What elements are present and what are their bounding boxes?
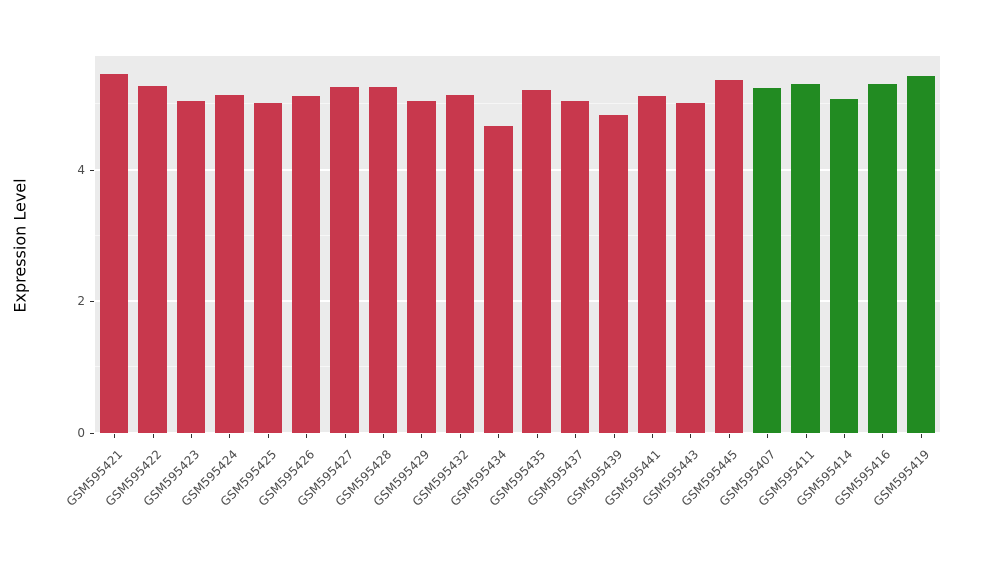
x-tick-mark bbox=[421, 434, 423, 438]
bar-GSM595441 bbox=[637, 96, 667, 433]
bar-GSM595437 bbox=[560, 100, 590, 433]
bar-GSM595424 bbox=[215, 94, 244, 433]
bar-GSM595421 bbox=[99, 73, 129, 433]
x-tick-mark bbox=[767, 434, 769, 438]
bar-GSM595422 bbox=[138, 85, 167, 433]
gridline-minor bbox=[95, 234, 940, 236]
x-tick-mark bbox=[690, 434, 692, 438]
x-tick-mark bbox=[920, 434, 922, 438]
bar-GSM595416 bbox=[868, 83, 897, 433]
x-tick-mark bbox=[383, 434, 385, 438]
x-tick-mark bbox=[152, 434, 154, 438]
bar-GSM595419 bbox=[906, 75, 935, 433]
bar-GSM595423 bbox=[176, 100, 206, 433]
x-tick-mark bbox=[882, 434, 884, 438]
bar-GSM595425 bbox=[253, 102, 283, 433]
bar-GSM595445 bbox=[714, 79, 743, 433]
y-tick-label: 4 bbox=[77, 162, 85, 177]
y-tick-mark bbox=[90, 433, 94, 434]
plot-panel bbox=[95, 56, 940, 434]
y-tick-mark bbox=[90, 301, 94, 303]
x-tick-mark bbox=[306, 434, 308, 438]
bar-GSM595443 bbox=[676, 102, 705, 433]
x-tick-mark bbox=[728, 434, 730, 438]
bar-GSM595435 bbox=[522, 89, 551, 433]
x-tick-mark bbox=[267, 434, 269, 438]
gridline-minor bbox=[95, 366, 940, 368]
bar-GSM595426 bbox=[292, 96, 321, 433]
x-tick-mark bbox=[229, 434, 231, 438]
bar-GSM595411 bbox=[791, 83, 820, 433]
bar-GSM595434 bbox=[484, 125, 513, 433]
gridline-major bbox=[95, 432, 940, 434]
bar-GSM595407 bbox=[752, 87, 782, 433]
y-tick-mark bbox=[90, 169, 94, 171]
y-axis-title: Expression Level bbox=[10, 178, 30, 313]
bar-GSM595432 bbox=[445, 94, 475, 433]
x-tick-mark bbox=[459, 434, 461, 438]
bar-GSM595439 bbox=[599, 114, 628, 433]
x-tick-mark bbox=[498, 434, 500, 438]
x-tick-mark bbox=[651, 434, 653, 438]
y-tick-label: 2 bbox=[77, 294, 85, 309]
x-tick-mark bbox=[114, 434, 116, 438]
gridline-minor bbox=[95, 103, 940, 105]
x-tick-mark bbox=[613, 434, 615, 438]
gridline-major bbox=[95, 300, 940, 303]
bar-GSM595427 bbox=[330, 86, 359, 433]
y-tick-label: 0 bbox=[77, 426, 85, 440]
bars-container bbox=[95, 56, 940, 433]
x-tick-mark bbox=[344, 434, 346, 438]
bar-GSM595428 bbox=[368, 86, 398, 433]
x-tick-mark bbox=[536, 434, 538, 438]
x-tick-mark bbox=[843, 434, 845, 438]
x-tick-mark bbox=[191, 434, 193, 438]
gridline-major bbox=[95, 168, 940, 171]
x-tick-mark bbox=[575, 434, 577, 438]
x-tick-mark bbox=[805, 434, 807, 438]
bar-GSM595414 bbox=[829, 98, 859, 433]
bar-GSM595429 bbox=[407, 100, 436, 433]
